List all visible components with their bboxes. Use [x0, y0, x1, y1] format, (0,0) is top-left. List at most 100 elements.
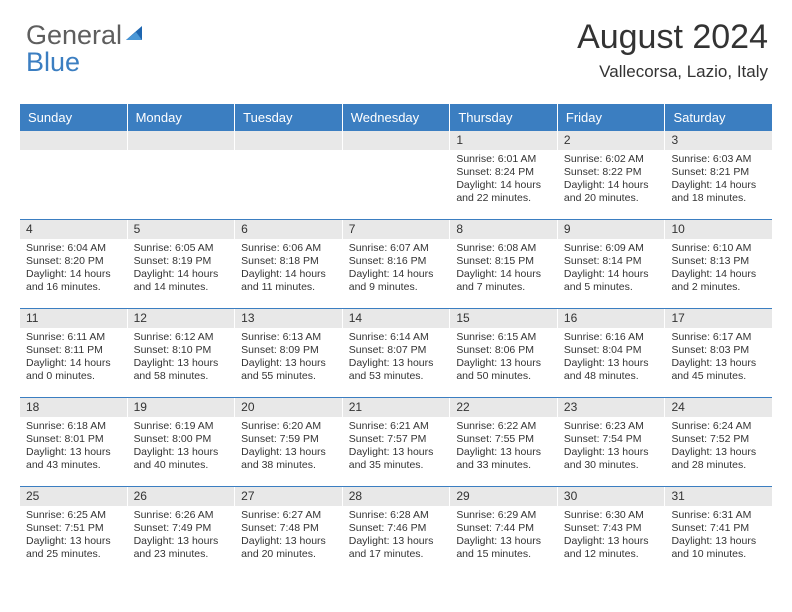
- sunrise-text: Sunrise: 6:11 AM: [26, 331, 121, 344]
- day-cell: 6Sunrise: 6:06 AMSunset: 8:18 PMDaylight…: [235, 220, 343, 308]
- day-body: Sunrise: 6:09 AMSunset: 8:14 PMDaylight:…: [558, 239, 665, 299]
- sunset-text: Sunset: 7:51 PM: [26, 522, 121, 535]
- sunrise-text: Sunrise: 6:20 AM: [241, 420, 336, 433]
- day-number: 11: [20, 309, 127, 328]
- sunrise-text: Sunrise: 6:09 AM: [564, 242, 659, 255]
- day-number: 8: [450, 220, 557, 239]
- day-cell: 25Sunrise: 6:25 AMSunset: 7:51 PMDayligh…: [20, 487, 128, 575]
- day-number: 19: [128, 398, 235, 417]
- day-body: Sunrise: 6:31 AMSunset: 7:41 PMDaylight:…: [665, 506, 772, 566]
- daylight-text: Daylight: 13 hours and 48 minutes.: [564, 357, 659, 383]
- daylight-text: Daylight: 14 hours and 9 minutes.: [349, 268, 444, 294]
- sunrise-text: Sunrise: 6:10 AM: [671, 242, 766, 255]
- sunset-text: Sunset: 7:57 PM: [349, 433, 444, 446]
- day-cell: 28Sunrise: 6:28 AMSunset: 7:46 PMDayligh…: [343, 487, 451, 575]
- day-number: [20, 131, 127, 150]
- day-body: Sunrise: 6:15 AMSunset: 8:06 PMDaylight:…: [450, 328, 557, 388]
- sunset-text: Sunset: 7:54 PM: [564, 433, 659, 446]
- day-body: Sunrise: 6:07 AMSunset: 8:16 PMDaylight:…: [343, 239, 450, 299]
- day-number: 10: [665, 220, 772, 239]
- daylight-text: Daylight: 14 hours and 22 minutes.: [456, 179, 551, 205]
- day-body: [20, 150, 127, 157]
- day-body: Sunrise: 6:10 AMSunset: 8:13 PMDaylight:…: [665, 239, 772, 299]
- day-cell: 29Sunrise: 6:29 AMSunset: 7:44 PMDayligh…: [450, 487, 558, 575]
- day-cell: [20, 131, 128, 219]
- sunset-text: Sunset: 8:07 PM: [349, 344, 444, 357]
- day-cell: [128, 131, 236, 219]
- sunrise-text: Sunrise: 6:25 AM: [26, 509, 121, 522]
- day-number: 5: [128, 220, 235, 239]
- day-cell: 21Sunrise: 6:21 AMSunset: 7:57 PMDayligh…: [343, 398, 451, 486]
- day-cell: 24Sunrise: 6:24 AMSunset: 7:52 PMDayligh…: [665, 398, 772, 486]
- sunset-text: Sunset: 7:44 PM: [456, 522, 551, 535]
- sunrise-text: Sunrise: 6:01 AM: [456, 153, 551, 166]
- day-number: 20: [235, 398, 342, 417]
- day-body: Sunrise: 6:21 AMSunset: 7:57 PMDaylight:…: [343, 417, 450, 477]
- daylight-text: Daylight: 13 hours and 40 minutes.: [134, 446, 229, 472]
- day-cell: 30Sunrise: 6:30 AMSunset: 7:43 PMDayligh…: [558, 487, 666, 575]
- day-cell: 19Sunrise: 6:19 AMSunset: 8:00 PMDayligh…: [128, 398, 236, 486]
- day-cell: 1Sunrise: 6:01 AMSunset: 8:24 PMDaylight…: [450, 131, 558, 219]
- daylight-text: Daylight: 14 hours and 14 minutes.: [134, 268, 229, 294]
- day-number: [343, 131, 450, 150]
- day-body: Sunrise: 6:01 AMSunset: 8:24 PMDaylight:…: [450, 150, 557, 210]
- day-body: Sunrise: 6:06 AMSunset: 8:18 PMDaylight:…: [235, 239, 342, 299]
- day-body: [128, 150, 235, 157]
- day-cell: [235, 131, 343, 219]
- sunset-text: Sunset: 8:22 PM: [564, 166, 659, 179]
- day-body: Sunrise: 6:23 AMSunset: 7:54 PMDaylight:…: [558, 417, 665, 477]
- sunrise-text: Sunrise: 6:04 AM: [26, 242, 121, 255]
- daylight-text: Daylight: 13 hours and 30 minutes.: [564, 446, 659, 472]
- sunrise-text: Sunrise: 6:24 AM: [671, 420, 766, 433]
- daylight-text: Daylight: 14 hours and 2 minutes.: [671, 268, 766, 294]
- day-body: Sunrise: 6:12 AMSunset: 8:10 PMDaylight:…: [128, 328, 235, 388]
- day-body: Sunrise: 6:25 AMSunset: 7:51 PMDaylight:…: [20, 506, 127, 566]
- day-body: Sunrise: 6:14 AMSunset: 8:07 PMDaylight:…: [343, 328, 450, 388]
- sunrise-text: Sunrise: 6:26 AM: [134, 509, 229, 522]
- week-row: 4Sunrise: 6:04 AMSunset: 8:20 PMDaylight…: [20, 219, 772, 308]
- sunset-text: Sunset: 8:18 PM: [241, 255, 336, 268]
- day-cell: 20Sunrise: 6:20 AMSunset: 7:59 PMDayligh…: [235, 398, 343, 486]
- daylight-text: Daylight: 13 hours and 10 minutes.: [671, 535, 766, 561]
- day-cell: 23Sunrise: 6:23 AMSunset: 7:54 PMDayligh…: [558, 398, 666, 486]
- day-number: 24: [665, 398, 772, 417]
- day-body: Sunrise: 6:03 AMSunset: 8:21 PMDaylight:…: [665, 150, 772, 210]
- title-block: August 2024 Vallecorsa, Lazio, Italy: [577, 20, 768, 82]
- day-cell: [343, 131, 451, 219]
- day-cell: 14Sunrise: 6:14 AMSunset: 8:07 PMDayligh…: [343, 309, 451, 397]
- day-body: [343, 150, 450, 157]
- brand-text: General Blue: [26, 22, 146, 76]
- sunset-text: Sunset: 8:09 PM: [241, 344, 336, 357]
- dow-cell: Saturday: [665, 104, 772, 131]
- week-row: 25Sunrise: 6:25 AMSunset: 7:51 PMDayligh…: [20, 486, 772, 575]
- day-body: Sunrise: 6:29 AMSunset: 7:44 PMDaylight:…: [450, 506, 557, 566]
- day-cell: 7Sunrise: 6:07 AMSunset: 8:16 PMDaylight…: [343, 220, 451, 308]
- sunrise-text: Sunrise: 6:13 AM: [241, 331, 336, 344]
- sunrise-text: Sunrise: 6:14 AM: [349, 331, 444, 344]
- daylight-text: Daylight: 13 hours and 17 minutes.: [349, 535, 444, 561]
- sunrise-text: Sunrise: 6:22 AM: [456, 420, 551, 433]
- dow-cell: Friday: [558, 104, 666, 131]
- dow-cell: Thursday: [450, 104, 558, 131]
- daylight-text: Daylight: 13 hours and 12 minutes.: [564, 535, 659, 561]
- day-number: 7: [343, 220, 450, 239]
- daylight-text: Daylight: 14 hours and 11 minutes.: [241, 268, 336, 294]
- sunset-text: Sunset: 7:43 PM: [564, 522, 659, 535]
- day-number: 14: [343, 309, 450, 328]
- sunset-text: Sunset: 7:55 PM: [456, 433, 551, 446]
- day-body: Sunrise: 6:19 AMSunset: 8:00 PMDaylight:…: [128, 417, 235, 477]
- calendar-grid: SundayMondayTuesdayWednesdayThursdayFrid…: [20, 104, 772, 575]
- sunset-text: Sunset: 8:21 PM: [671, 166, 766, 179]
- day-number: 6: [235, 220, 342, 239]
- daylight-text: Daylight: 13 hours and 35 minutes.: [349, 446, 444, 472]
- sunrise-text: Sunrise: 6:27 AM: [241, 509, 336, 522]
- sunrise-text: Sunrise: 6:15 AM: [456, 331, 551, 344]
- day-cell: 10Sunrise: 6:10 AMSunset: 8:13 PMDayligh…: [665, 220, 772, 308]
- daylight-text: Daylight: 13 hours and 25 minutes.: [26, 535, 121, 561]
- day-number: 16: [558, 309, 665, 328]
- daylight-text: Daylight: 14 hours and 16 minutes.: [26, 268, 121, 294]
- daylight-text: Daylight: 13 hours and 53 minutes.: [349, 357, 444, 383]
- sunrise-text: Sunrise: 6:16 AM: [564, 331, 659, 344]
- day-cell: 12Sunrise: 6:12 AMSunset: 8:10 PMDayligh…: [128, 309, 236, 397]
- day-body: Sunrise: 6:08 AMSunset: 8:15 PMDaylight:…: [450, 239, 557, 299]
